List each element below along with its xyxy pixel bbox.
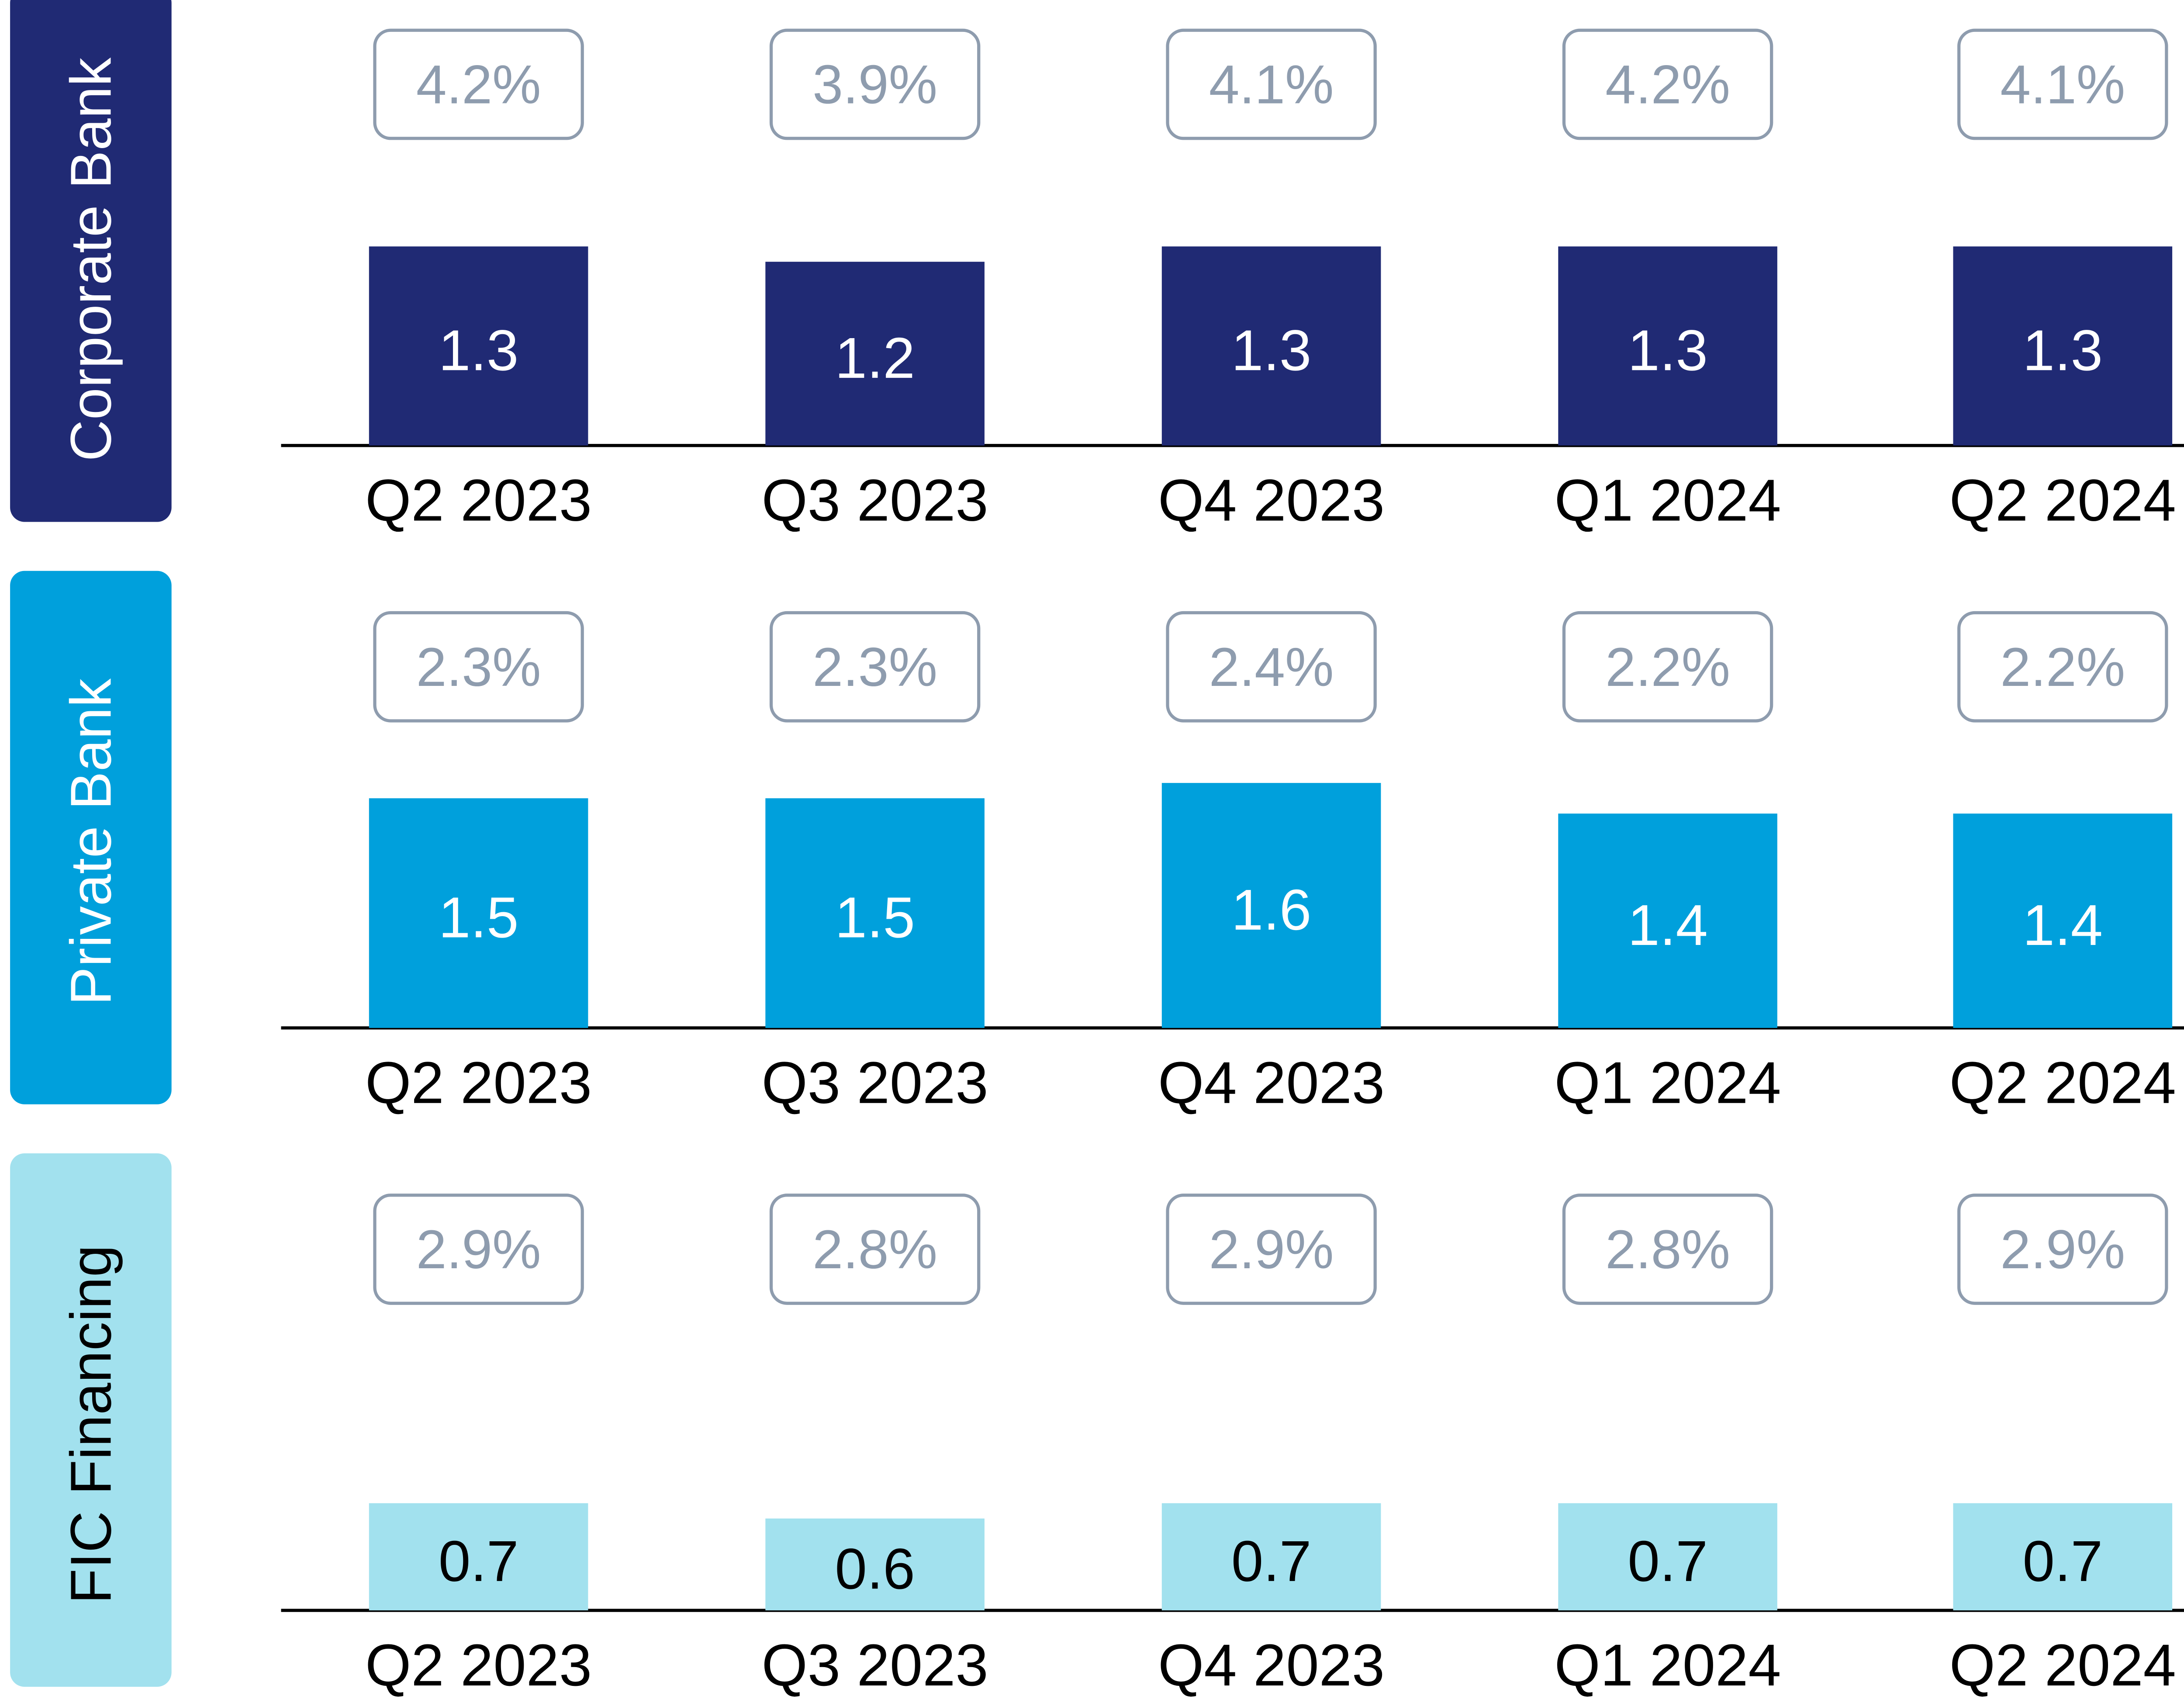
category-label: Q4 2023 xyxy=(1158,1050,1385,1116)
percent-label: 2.2% xyxy=(1605,636,1730,698)
percent-label: 4.2% xyxy=(416,54,541,115)
percent-label: 2.2% xyxy=(2000,636,2125,698)
percent-label: 2.9% xyxy=(2000,1218,2125,1280)
bar-value-label: 1.5 xyxy=(835,885,915,949)
bar xyxy=(1953,246,2173,446)
panel-label: FIC Financing xyxy=(59,1245,123,1604)
panel-0: Corporate Bank 4.2% 1.3 Q2 2023 3.9% 1.2 Q3 20… xyxy=(10,0,2184,533)
panel-label-box xyxy=(10,1153,172,1687)
bar xyxy=(1953,1503,2173,1611)
panel-label-box xyxy=(10,571,172,1104)
bar xyxy=(1558,1503,1777,1611)
bar xyxy=(765,798,985,1028)
percent-pill xyxy=(1957,1194,2168,1305)
bar-value-label: 0.7 xyxy=(439,1529,519,1593)
bar xyxy=(1161,246,1381,446)
category-label: Q1 2024 xyxy=(1555,467,1781,533)
bar-value-label: 0.7 xyxy=(1231,1529,1312,1593)
bar-value-label: 0.7 xyxy=(2023,1529,2103,1593)
bar xyxy=(1161,783,1381,1028)
panel-2: FIC Financing 2.9% 0.7 Q2 2023 2.8% 0.6 Q3 202… xyxy=(10,1153,2184,1698)
percent-label: 4.1% xyxy=(1209,54,1334,115)
category-label: Q3 2023 xyxy=(762,467,988,533)
percent-label: 2.8% xyxy=(1605,1218,1730,1280)
bar xyxy=(369,246,588,446)
bar-value-label: 1.3 xyxy=(1231,318,1312,382)
bar xyxy=(765,262,985,446)
category-label: Q2 2024 xyxy=(1949,1050,2176,1116)
bar-value-label: 1.3 xyxy=(2023,318,2103,382)
category-label: Q1 2024 xyxy=(1555,1632,1781,1698)
category-label: Q4 2023 xyxy=(1158,467,1385,533)
category-label: Q1 2024 xyxy=(1555,1050,1781,1116)
panel-label: Private Bank xyxy=(59,678,123,1005)
percent-pill xyxy=(1957,28,2168,140)
percent-pill xyxy=(373,28,584,140)
percent-pill xyxy=(373,1194,584,1305)
percent-label: 2.8% xyxy=(812,1218,937,1280)
category-label: Q2 2023 xyxy=(365,467,592,533)
category-label: Q4 2023 xyxy=(1158,1632,1385,1698)
percent-pill xyxy=(373,611,584,723)
bar xyxy=(1161,1503,1381,1611)
percent-pill xyxy=(1562,28,1773,140)
bar-value-label: 1.3 xyxy=(1628,318,1708,382)
bar-value-label: 1.5 xyxy=(439,885,519,949)
panel-label: Corporate Bank xyxy=(59,57,123,462)
bar-value-label: 1.4 xyxy=(1628,893,1708,957)
bar xyxy=(1558,246,1777,446)
bar xyxy=(765,1518,985,1611)
percent-label: 2.4% xyxy=(1209,636,1334,698)
bar-value-label: 1.2 xyxy=(835,326,915,390)
percent-label: 2.9% xyxy=(416,1218,541,1280)
bar-value-label: 1.3 xyxy=(439,318,519,382)
bar xyxy=(369,798,588,1028)
percent-label: 2.9% xyxy=(1209,1218,1334,1280)
bar-value-label: 0.6 xyxy=(835,1536,915,1601)
percent-label: 2.3% xyxy=(812,636,937,698)
percent-pill xyxy=(769,1194,981,1305)
panel-label-box xyxy=(10,0,172,522)
bar-value-label: 1.4 xyxy=(2023,893,2103,957)
bar xyxy=(369,1503,588,1611)
percent-label: 4.1% xyxy=(2000,54,2125,115)
category-label: Q3 2023 xyxy=(762,1632,988,1698)
percent-pill xyxy=(1166,28,1377,140)
percent-label: 3.9% xyxy=(812,54,937,115)
bar xyxy=(1953,813,2173,1028)
category-label: Q3 2023 xyxy=(762,1050,988,1116)
category-label: Q2 2023 xyxy=(365,1050,592,1116)
category-label: Q2 2024 xyxy=(1949,1632,2176,1698)
percent-pill xyxy=(769,611,981,723)
percent-pill xyxy=(1166,611,1377,723)
category-label: Q2 2024 xyxy=(1949,467,2176,533)
panel-1: Private Bank 2.3% 1.5 Q2 2023 2.3% 1.5 Q3 2023… xyxy=(10,571,2184,1116)
bar-value-label: 0.7 xyxy=(1628,1529,1708,1593)
percent-pill xyxy=(1562,611,1773,723)
percent-pill xyxy=(1562,1194,1773,1305)
bar-value-label: 1.6 xyxy=(1231,878,1312,942)
percent-label: 4.2% xyxy=(1605,54,1730,115)
percent-pill xyxy=(1957,611,2168,723)
percent-pill xyxy=(1166,1194,1377,1305)
bar xyxy=(1558,813,1777,1028)
percent-pill xyxy=(769,28,981,140)
percent-label: 2.3% xyxy=(416,636,541,698)
category-label: Q2 2023 xyxy=(365,1632,592,1698)
